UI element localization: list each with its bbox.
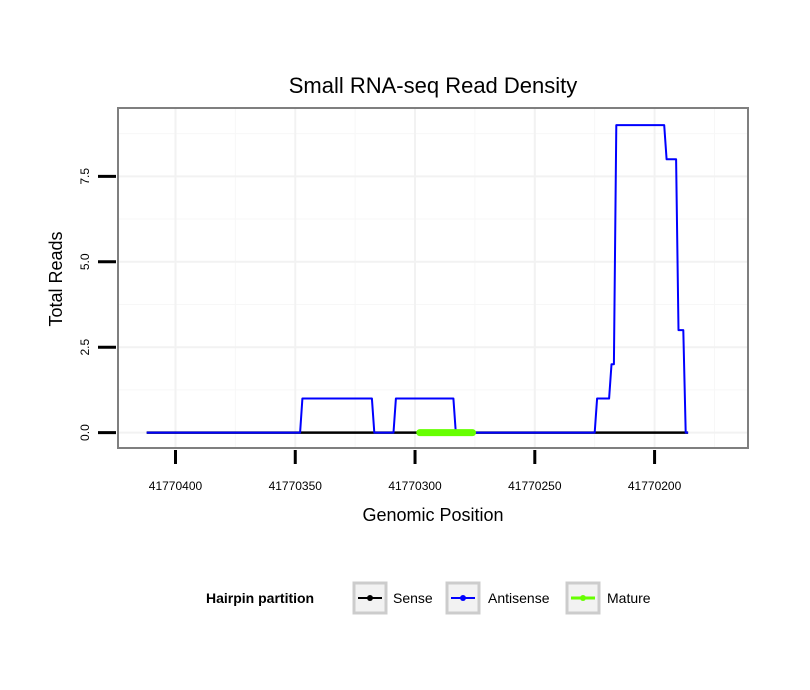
legend-key-point (367, 595, 373, 601)
x-tick-label: 41770300 (388, 479, 442, 493)
legend: Hairpin partition Sense Antisense Mature (206, 581, 651, 615)
legend-title: Hairpin partition (206, 590, 314, 606)
legend-label-sense: Sense (393, 590, 433, 606)
legend-key-point (580, 595, 586, 601)
y-axis-label: Total Reads (46, 231, 66, 326)
plot-background (118, 108, 748, 448)
plot-border (117, 107, 749, 449)
series-line-antisense (146, 124, 689, 434)
legend-key-mature: Mature (565, 581, 651, 615)
x-tick-label: 41770250 (508, 479, 562, 493)
y-tick-label: 0.0 (78, 424, 92, 441)
legend-key-sense: Sense (352, 581, 433, 615)
x-axis-label: Genomic Position (362, 505, 503, 525)
legend-label-antisense: Antisense (488, 590, 550, 606)
legend-key-point (460, 595, 466, 601)
plot-panel: 41770400 41770350 41770300 41770250 41770200… (78, 107, 749, 493)
chart-title: Small RNA-seq Read Density (289, 73, 578, 98)
legend-key-antisense: Antisense (445, 581, 550, 615)
y-tick-label: 2.5 (78, 339, 92, 356)
legend-label-mature: Mature (607, 590, 651, 606)
x-tick-label: 41770400 (149, 479, 203, 493)
x-tick-label: 41770350 (269, 479, 323, 493)
y-tick-label: 5.0 (78, 253, 92, 270)
x-tick-label: 41770200 (628, 479, 682, 493)
y-tick-label: 7.5 (78, 168, 92, 185)
